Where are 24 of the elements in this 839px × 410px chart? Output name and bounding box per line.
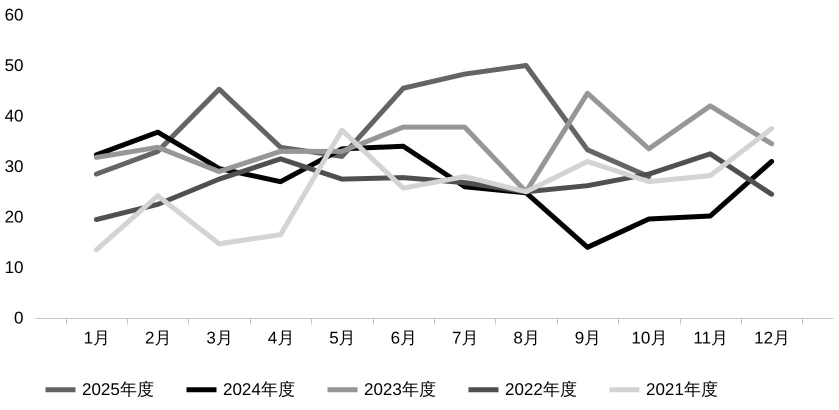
legend-label: 2024年度 — [223, 380, 295, 399]
y-tick-label: 0 — [14, 308, 24, 328]
x-tick-label: 7月 — [452, 328, 478, 348]
x-tick-label: 4月 — [268, 328, 294, 348]
x-tick-label: 5月 — [329, 328, 356, 348]
y-tick-label: 30 — [4, 157, 24, 176]
x-tick-label: 1月 — [84, 328, 110, 348]
y-tick-label: 60 — [4, 6, 24, 24]
x-tick-label: 8月 — [513, 328, 540, 348]
x-tick-label: 6月 — [390, 328, 418, 348]
x-tick-label: 11月 — [693, 328, 728, 348]
x-tick-label: 2月 — [145, 328, 172, 348]
y-tick-label: 10 — [4, 258, 24, 277]
y-tick-label: 40 — [4, 106, 24, 126]
legend-label: 2022年度 — [505, 380, 577, 399]
x-tick-label: 12月 — [754, 328, 790, 348]
y-tick-label: 50 — [4, 56, 24, 75]
y-tick-label: 20 — [4, 208, 24, 226]
legend-label: 2023年度 — [364, 380, 436, 399]
x-tick-label: 10月 — [631, 328, 668, 348]
x-tick-label: 9月 — [574, 328, 602, 348]
legend-label: 2021年度 — [646, 380, 718, 399]
x-tick-label: 3月 — [206, 328, 233, 348]
legend-label: 2025年度 — [82, 380, 154, 399]
